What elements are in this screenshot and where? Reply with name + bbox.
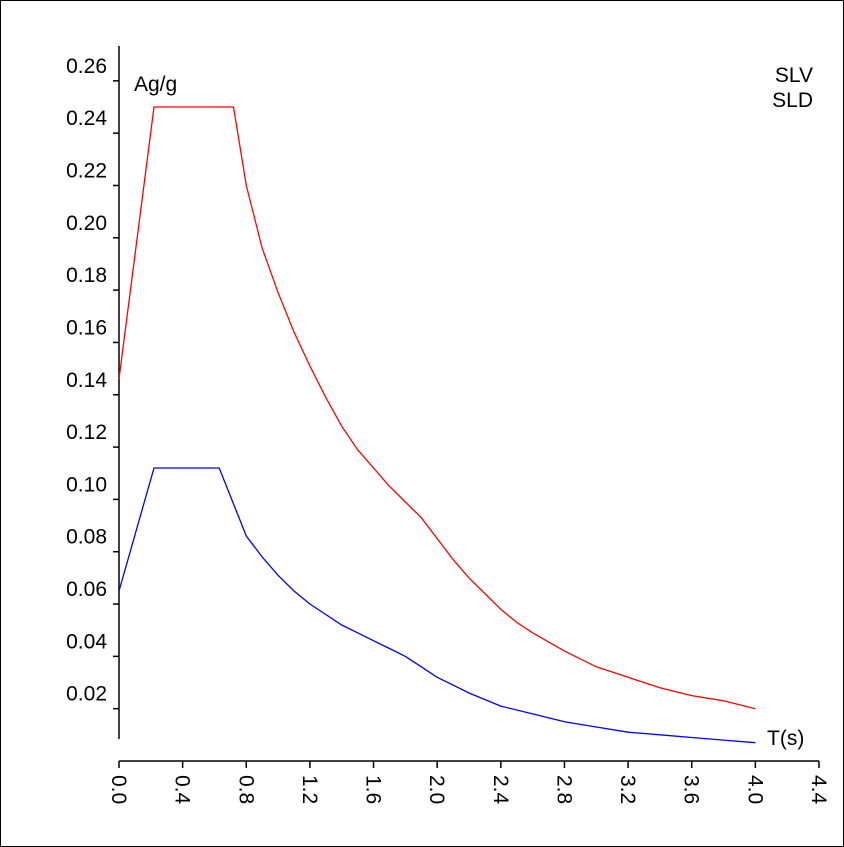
y-tick-label: 0.18: [66, 264, 107, 287]
axes: [118, 46, 819, 762]
x-axis-label: T(s): [767, 727, 804, 750]
x-tick-label: 0.8: [234, 775, 257, 804]
x-tick-label: 4.4: [807, 775, 830, 805]
y-tick-label: 0.10: [66, 473, 107, 496]
y-tick-label: 0.24: [66, 107, 107, 130]
y-tick-label: 0.04: [66, 630, 107, 653]
series-layer: [118, 106, 756, 744]
y-ticks: 0.02 0.04 0.06 0.08 0.10 0.12 0.14 0.16 0.18 0.20…: [66, 55, 119, 710]
x-tick-label: 1.6: [362, 775, 385, 804]
x-tick-label: 3.6: [680, 775, 703, 804]
x-tick-label: 4.0: [743, 775, 766, 804]
y-tick-label: 0.06: [66, 578, 107, 601]
y-tick-label: 0.14: [66, 369, 107, 392]
y-tick-label: 0.02: [66, 683, 107, 706]
x-tick-label: 2.0: [425, 775, 448, 804]
legend-entry-sld: SLD: [772, 89, 813, 112]
x-tick-label: 2.4: [489, 775, 512, 805]
x-tick-label: 1.2: [298, 775, 321, 804]
y-tick-label: 0.20: [66, 212, 107, 235]
y-tick-label: 0.26: [66, 55, 107, 78]
y-tick-label: 0.16: [66, 316, 107, 339]
x-tick-label: 0.4: [171, 775, 194, 805]
y-tick-label: 0.08: [66, 526, 107, 549]
x-tick-label: 2.8: [552, 775, 575, 804]
legend: SLV SLD: [772, 64, 813, 112]
series-line-sld: [118, 467, 756, 744]
x-tick-label: 3.2: [616, 775, 639, 804]
legend-entry-slv: SLV: [775, 64, 813, 87]
y-axis-label: Ag/g: [134, 73, 177, 96]
y-tick-label: 0.22: [66, 159, 107, 182]
x-tick-label: 0.0: [107, 775, 130, 804]
y-tick-label: 0.12: [66, 421, 107, 444]
x-ticks: 0.0 0.4 0.8 1.2 1.6 2.0 2.4 2.8 3.2 3.6 4.0 4.4: [107, 761, 830, 805]
series-line-slv: [118, 106, 756, 710]
